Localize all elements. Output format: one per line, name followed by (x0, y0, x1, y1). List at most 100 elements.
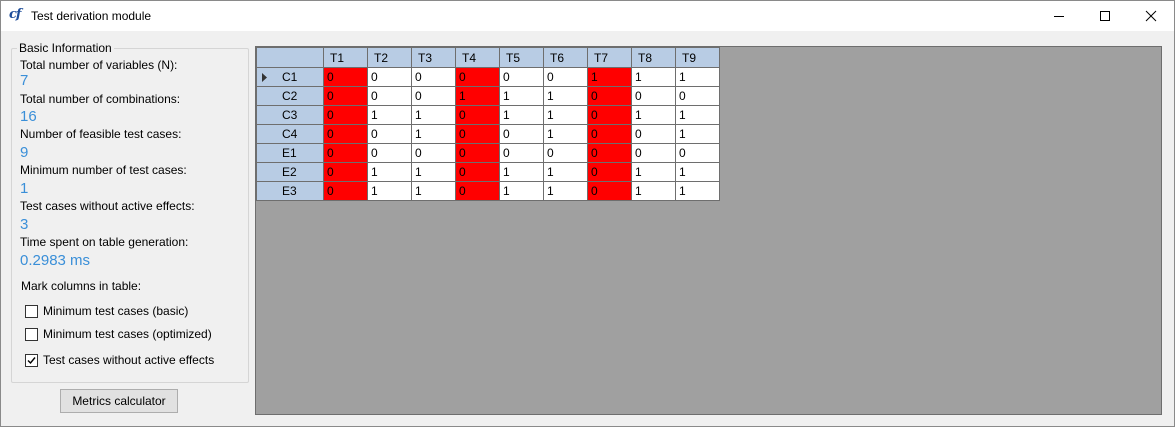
table-cell[interactable]: 0 (323, 162, 368, 182)
table-cell[interactable]: 0 (323, 105, 368, 125)
title-bar[interactable]: cf Test derivation module (1, 1, 1174, 31)
column-header-t7[interactable]: T7 (587, 47, 632, 68)
table-cell[interactable]: 0 (587, 143, 632, 163)
table-cell[interactable]: 1 (631, 181, 676, 201)
row-header-e1[interactable]: E1 (256, 143, 324, 163)
column-header-t6[interactable]: T6 (543, 47, 588, 68)
maximize-button[interactable] (1082, 1, 1128, 31)
table-cell[interactable]: 0 (323, 124, 368, 144)
table-cell[interactable]: 1 (499, 181, 544, 201)
table-row[interactable]: C3 0 1 1 0 1 1 0 1 1 (256, 105, 720, 125)
table-cell[interactable]: 1 (499, 86, 544, 106)
table-cell[interactable]: 1 (411, 181, 456, 201)
row-header-c4[interactable]: C4 (256, 124, 324, 144)
table-cell[interactable]: 0 (411, 86, 456, 106)
table-cell[interactable]: 0 (411, 67, 456, 87)
table-cell[interactable]: 1 (367, 162, 412, 182)
minimize-button[interactable] (1036, 1, 1082, 31)
checkbox-box[interactable] (25, 328, 38, 341)
row-header-e2[interactable]: E2 (256, 162, 324, 182)
table-cell[interactable]: 0 (499, 143, 544, 163)
row-header-c3[interactable]: C3 (256, 105, 324, 125)
table-cell[interactable]: 1 (411, 124, 456, 144)
table-cell[interactable]: 0 (323, 67, 368, 87)
row-header-c1[interactable]: C1 (256, 67, 324, 87)
checkbox-label: Minimum test cases (basic) (43, 304, 189, 318)
column-header-t4[interactable]: T4 (455, 47, 500, 68)
table-row[interactable]: E1 0 0 0 0 0 0 0 0 0 (256, 143, 720, 163)
close-button[interactable] (1128, 1, 1174, 31)
table-cell[interactable]: 0 (455, 162, 500, 182)
row-header-c2[interactable]: C2 (256, 86, 324, 106)
table-cell[interactable]: 1 (631, 67, 676, 87)
table-cell[interactable]: 1 (499, 162, 544, 182)
table-cell[interactable]: 1 (455, 86, 500, 106)
table-cell[interactable]: 0 (455, 181, 500, 201)
table-row[interactable]: C2 0 0 0 1 1 1 0 0 0 (256, 86, 720, 106)
table-cell[interactable]: 0 (499, 124, 544, 144)
table-row[interactable]: C4 0 0 1 0 0 1 0 0 1 (256, 124, 720, 144)
table-cell[interactable]: 0 (587, 181, 632, 201)
table-cell[interactable]: 1 (543, 124, 588, 144)
checkmark-icon (27, 357, 36, 365)
table-cell[interactable]: 0 (587, 162, 632, 182)
table-cell[interactable]: 0 (455, 124, 500, 144)
table-cell[interactable]: 1 (367, 181, 412, 201)
table-cell[interactable]: 1 (675, 124, 720, 144)
table-row[interactable]: E3 0 1 1 0 1 1 0 1 1 (256, 181, 720, 201)
table-cell[interactable]: 1 (675, 162, 720, 182)
table-cell[interactable]: 0 (543, 67, 588, 87)
table-cell[interactable]: 1 (631, 105, 676, 125)
table-cell[interactable]: 0 (587, 124, 632, 144)
table-cell[interactable]: 0 (367, 124, 412, 144)
table-cell[interactable]: 0 (367, 86, 412, 106)
table-cell[interactable]: 1 (367, 105, 412, 125)
table-cell[interactable]: 0 (543, 143, 588, 163)
basic-information-group (11, 48, 249, 383)
corner-header[interactable] (256, 47, 324, 68)
table-cell[interactable]: 0 (499, 67, 544, 87)
checkbox-box[interactable] (25, 305, 38, 318)
table-cell[interactable]: 1 (631, 162, 676, 182)
table-cell[interactable]: 1 (411, 105, 456, 125)
column-header-t9[interactable]: T9 (675, 47, 720, 68)
column-header-t3[interactable]: T3 (411, 47, 456, 68)
table-cell[interactable]: 0 (631, 86, 676, 106)
table-cell[interactable]: 1 (499, 105, 544, 125)
table-cell[interactable]: 0 (367, 67, 412, 87)
table-row[interactable]: C1 0 0 0 0 0 0 1 1 1 (256, 67, 720, 87)
table-cell[interactable]: 1 (543, 181, 588, 201)
table-cell[interactable]: 0 (587, 105, 632, 125)
metrics-calculator-button[interactable]: Metrics calculator (60, 389, 178, 413)
row-header-label: C3 (282, 108, 298, 122)
table-cell[interactable]: 0 (323, 143, 368, 163)
table-cell[interactable]: 0 (455, 143, 500, 163)
table-cell[interactable]: 0 (675, 86, 720, 106)
column-header-t8[interactable]: T8 (631, 47, 676, 68)
table-row[interactable]: E2 0 1 1 0 1 1 0 1 1 (256, 162, 720, 182)
column-header-t5[interactable]: T5 (499, 47, 544, 68)
table-cell[interactable]: 0 (631, 124, 676, 144)
table-cell[interactable]: 1 (543, 162, 588, 182)
row-header-e3[interactable]: E3 (256, 181, 324, 201)
table-cell[interactable]: 0 (587, 86, 632, 106)
table-cell[interactable]: 1 (543, 86, 588, 106)
table-cell[interactable]: 1 (675, 105, 720, 125)
column-header-t2[interactable]: T2 (367, 47, 412, 68)
table-cell[interactable]: 1 (543, 105, 588, 125)
checkbox-box[interactable] (25, 354, 38, 367)
table-cell[interactable]: 0 (455, 105, 500, 125)
table-cell[interactable]: 0 (631, 143, 676, 163)
table-cell[interactable]: 1 (411, 162, 456, 182)
table-cell[interactable]: 0 (675, 143, 720, 163)
table-cell[interactable]: 0 (455, 67, 500, 87)
table-cell[interactable]: 1 (675, 67, 720, 87)
test-table-grid[interactable]: T1 T2 T3 T4 T5 T6 T7 T8 T9 C1 0 0 0 0 0 0 1 1 1 C2… (255, 46, 1162, 415)
table-cell[interactable]: 0 (367, 143, 412, 163)
table-cell[interactable]: 0 (323, 181, 368, 201)
table-cell[interactable]: 0 (411, 143, 456, 163)
column-header-t1[interactable]: T1 (323, 47, 368, 68)
table-cell[interactable]: 1 (587, 67, 632, 87)
table-cell[interactable]: 0 (323, 86, 368, 106)
table-cell[interactable]: 1 (675, 181, 720, 201)
